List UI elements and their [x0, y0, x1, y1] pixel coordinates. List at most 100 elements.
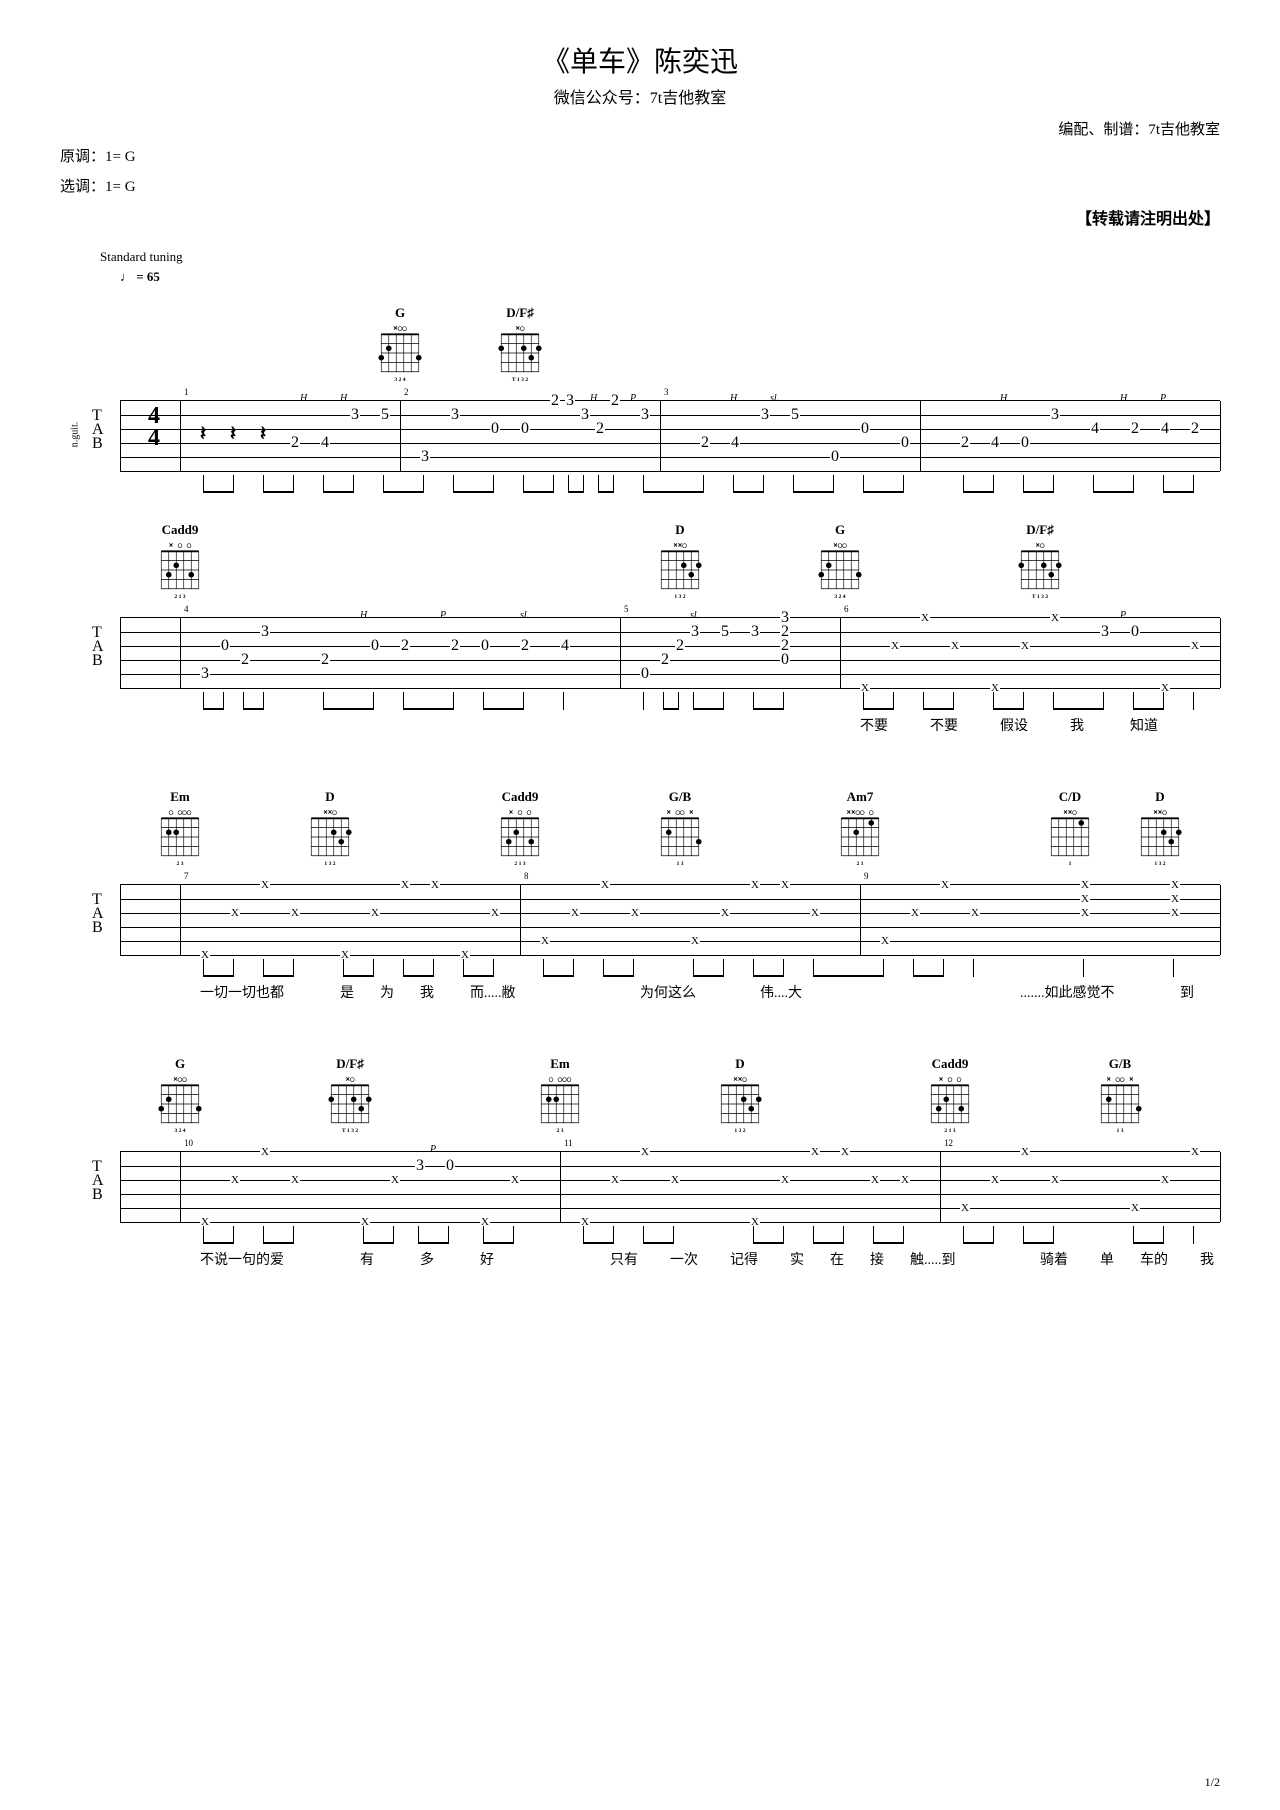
- measure-number: 8: [524, 871, 529, 881]
- lyric: 伟....大: [760, 982, 802, 1002]
- chord-diagram: Am7 ××○○ ○2 1: [836, 789, 884, 871]
- svg-text:×○: ×○: [345, 1075, 355, 1084]
- chord-diagram: D/F♯ ×○T 1 3 2: [1016, 522, 1064, 604]
- muted-note: X: [720, 907, 730, 919]
- muted-note: X: [810, 1146, 820, 1158]
- tab-note: 2: [675, 640, 685, 652]
- chord-name: G/B: [1096, 1056, 1144, 1072]
- svg-text:× ○○ ×: × ○○ ×: [666, 808, 694, 817]
- chord-name: G: [816, 522, 864, 538]
- muted-note: X: [1020, 640, 1030, 652]
- tab-note: 4: [1160, 423, 1170, 435]
- tab-note: 3: [420, 451, 430, 463]
- measure-number: 6: [844, 604, 849, 614]
- tab-note: 0: [780, 654, 790, 666]
- muted-note: X: [640, 1146, 650, 1158]
- beam-row: [120, 1224, 1220, 1244]
- muted-note: X: [920, 612, 930, 624]
- lyric: 车的: [1140, 1249, 1168, 1269]
- muted-note: X: [570, 907, 580, 919]
- chord-diagram: D/F♯ ×○T 1 3 2: [326, 1056, 374, 1138]
- svg-text:××○: ××○: [673, 541, 687, 550]
- svg-text:1 3 2: 1 3 2: [734, 1128, 745, 1134]
- lyric: 知道: [1130, 715, 1158, 735]
- chord-diagram: Cadd9 × ○ ○2 1 3: [926, 1056, 974, 1138]
- rest: 𝄽: [230, 423, 236, 446]
- rest: 𝄽: [260, 423, 266, 446]
- svg-text:3 2 4: 3 2 4: [394, 377, 405, 383]
- chord-diagram: C/D ××○1: [1046, 789, 1094, 871]
- chord-diagram: G ×○○3 2 4: [376, 305, 424, 387]
- lyric: 好: [480, 1249, 494, 1269]
- chord-name: G: [376, 305, 424, 321]
- tab-note: 2: [450, 640, 460, 652]
- muted-note: X: [960, 1202, 970, 1214]
- technique-mark: sl.: [520, 610, 529, 621]
- tab-note: 4: [560, 640, 570, 652]
- technique-mark: H: [340, 393, 347, 404]
- lyric: 接: [870, 1249, 884, 1269]
- svg-text:2 1 3: 2 1 3: [944, 1128, 955, 1134]
- measure-number: 1: [184, 387, 189, 397]
- tab-note: 5: [720, 626, 730, 638]
- chord-diagram: Cadd9 × ○ ○2 1 3: [496, 789, 544, 871]
- technique-mark: H: [1000, 393, 1007, 404]
- lyric: 不要: [930, 715, 958, 735]
- muted-note: X: [780, 879, 790, 891]
- tab-note: 4: [990, 437, 1000, 449]
- tab-note: 2: [550, 395, 560, 407]
- svg-text:××○: ××○: [323, 808, 337, 817]
- repost-note: 【转载请注明出处】: [60, 205, 1220, 229]
- lyric: 只有: [610, 1249, 638, 1269]
- tab-note: 0: [480, 640, 490, 652]
- svg-text:1 3 2: 1 3 2: [324, 861, 335, 867]
- muted-note: X: [950, 640, 960, 652]
- muted-note: X: [1170, 907, 1180, 919]
- lyric: 触.....到: [910, 1249, 956, 1269]
- chord-diagram: Em ○ ○○○2 3: [536, 1056, 584, 1138]
- tab-system: G ×○○3 2 4 D/F♯ ×○T 1 3 2 Em ○ ○○○2 3 D …: [60, 1056, 1220, 1273]
- muted-note: X: [230, 1174, 240, 1186]
- technique-mark: P: [1160, 393, 1166, 404]
- svg-text:3 2 4: 3 2 4: [174, 1128, 185, 1134]
- chord-diagram: G ×○○3 2 4: [156, 1056, 204, 1138]
- tab-staff: TAB101112P30XXXXXXXXXXXXXXXXXXXXXXXXX: [120, 1151, 1220, 1223]
- tab-note: 0: [370, 640, 380, 652]
- svg-text:×○○: ×○○: [833, 541, 847, 550]
- lyric: 一切一切也都: [200, 982, 284, 1002]
- tab-note: 0: [640, 668, 650, 680]
- svg-text:○ ○○○: ○ ○○○: [549, 1075, 572, 1084]
- svg-text:××○○ ○: ××○○ ○: [846, 808, 874, 817]
- muted-note: X: [390, 1174, 400, 1186]
- chord-diagram: D ××○1 3 2: [1136, 789, 1184, 871]
- chord-name: D: [306, 789, 354, 805]
- muted-note: X: [370, 907, 380, 919]
- muted-note: X: [1050, 1174, 1060, 1186]
- lyric: 不说一句的爱: [200, 1249, 284, 1269]
- tab-note: 2: [1130, 423, 1140, 435]
- tab-note: 3: [415, 1160, 425, 1172]
- chord-name: D/F♯: [1016, 522, 1064, 538]
- rest: 𝄽: [200, 423, 206, 446]
- selected-key: 选调：1= G: [60, 175, 1220, 199]
- measure-number: 11: [564, 1138, 573, 1148]
- tab-note: 0: [830, 451, 840, 463]
- chord-name: Em: [536, 1056, 584, 1072]
- muted-note: X: [890, 640, 900, 652]
- chord-name: Em: [156, 789, 204, 805]
- tab-staff: TAB789XXXXXXXXXXXXXXXXXXXXXXXXXXXXX: [120, 884, 1220, 956]
- muted-note: X: [600, 879, 610, 891]
- lyric: 我: [420, 982, 434, 1002]
- chord-diagram: G ×○○3 2 4: [816, 522, 864, 604]
- muted-note: X: [810, 907, 820, 919]
- tab-note: 0: [900, 437, 910, 449]
- chord-diagram: D ××○ 1 3 2: [306, 789, 354, 871]
- tab-note: 4: [730, 437, 740, 449]
- instrument-label: n.guit.: [69, 422, 80, 448]
- muted-note: X: [1020, 1146, 1030, 1158]
- chord-diagram: Em ○ ○○○2 3: [156, 789, 204, 871]
- chord-diagram: D/F♯ ×○T 1 3 2: [496, 305, 544, 387]
- lyric: 在: [830, 1249, 844, 1269]
- tab-note: 0: [520, 423, 530, 435]
- chord-name: G/B: [656, 789, 704, 805]
